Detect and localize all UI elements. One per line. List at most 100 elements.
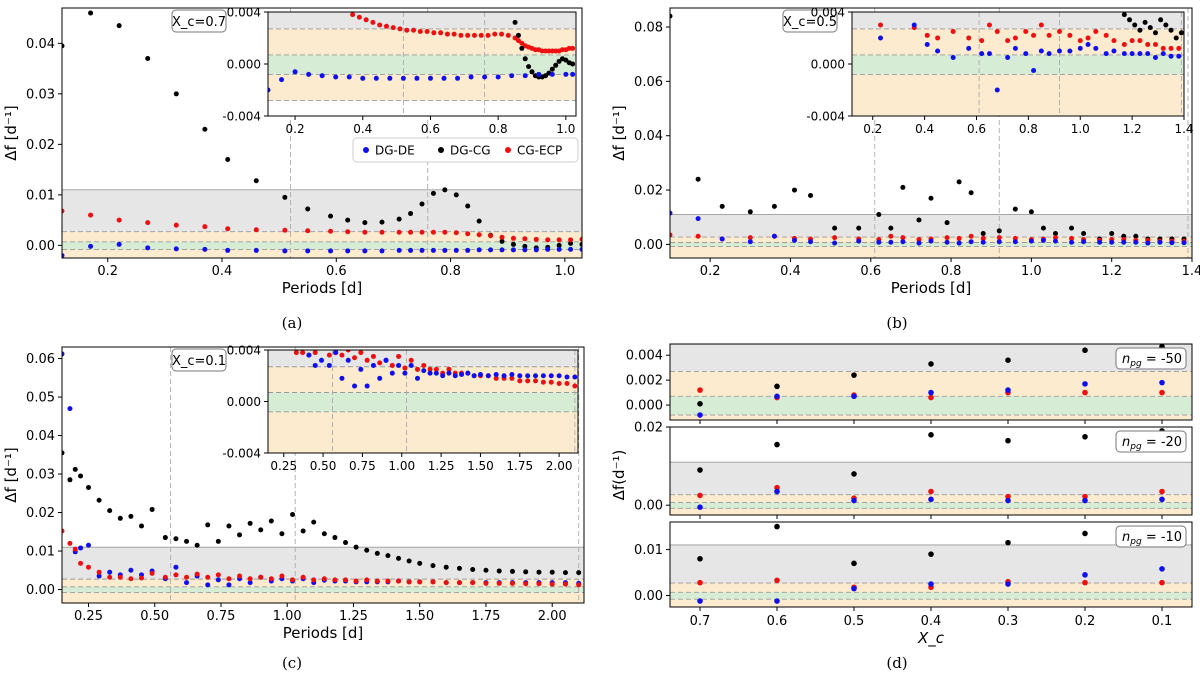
panel-b-xtick-label: 0.6	[860, 264, 881, 279]
panel-d-xtick-label: 0.3	[998, 614, 1019, 629]
panel-b-point-dg-cg	[876, 212, 882, 218]
panel-a-inset-point-dg-cg	[553, 62, 559, 68]
panel-c-point-dg-cg	[343, 540, 349, 546]
panel-a-inset-point-cg-ecp	[377, 22, 383, 28]
panel-c-xtick-label: 0.75	[207, 609, 236, 624]
panel-c-annotation: X_c=0.1	[172, 354, 226, 369]
panel-c-inset-point-dg-de	[525, 373, 531, 379]
panel-c-point-dg-cg	[67, 477, 73, 483]
panel-a-point-cg-ecp	[488, 233, 494, 239]
panel-d-point-cg-ecp	[774, 577, 780, 584]
panel-a-inset-point-dg-de	[441, 75, 447, 81]
panel-c-point-cg-ecp	[496, 580, 502, 586]
panel-d-point-dg-de	[1159, 566, 1165, 572]
panel-d-sub2-plot-area	[670, 427, 1192, 515]
panel-d-point-dg-de	[697, 412, 703, 418]
panel-b-inset-point-cg-ecp	[924, 32, 930, 38]
panel-a-inset-point-dg-de	[346, 74, 352, 80]
panel-b-inset-point-dg-cg	[1127, 17, 1133, 23]
panel-d-xtick-label: 0.2	[1075, 614, 1096, 629]
panel-d-sub2-label-box	[1115, 430, 1187, 453]
panel-c-xtick-label: 1.50	[405, 609, 434, 624]
panel-b-point-dg-cg	[856, 225, 862, 231]
panel-c-point-dg-cg	[443, 564, 449, 570]
panel-c-inset-point-cg-ecp	[370, 353, 376, 359]
panel-b-ylabel: Δf [d⁻¹]	[610, 105, 628, 160]
panel-a-point-dg-de	[62, 252, 65, 258]
panel-c-point-cg-ecp	[62, 528, 65, 534]
panel-c-inset-point-dg-de	[433, 370, 439, 376]
panel-a-inset-point-dg-de	[495, 74, 501, 80]
panel-d-point-dg-de	[774, 393, 780, 400]
panel-b-inset-point-cg-ecp	[1057, 29, 1062, 34]
panel-b-inset-point-cg-ecp	[1012, 35, 1018, 41]
panel-a-ytick-label: 0.00	[26, 239, 55, 254]
panel-b-xtick-label: 0.2	[700, 264, 721, 279]
panel-c-point-cg-ecp	[536, 581, 542, 587]
panel-d-point-dg-cg	[1005, 539, 1011, 546]
panel-b-inset-point-cg-ecp	[1046, 32, 1052, 38]
panel-a-inset-point-cg-ecp	[404, 27, 410, 33]
panel-a-inset-point-dg-de	[522, 73, 528, 79]
panel-c-point-dg-cg	[173, 536, 179, 542]
panel-c-inset-xtick-label: 1.75	[506, 459, 533, 473]
panel-c-inset-point-dg-de	[440, 373, 446, 379]
panel-b-inset-point-dg-de	[1057, 48, 1062, 54]
panel-a-point-dg-de	[476, 247, 482, 253]
panel-b-inset-point-dg-de	[1031, 68, 1037, 73]
panel-c-inset-point-dg-de	[414, 375, 420, 381]
panel-d-label-rest: = -20	[1142, 435, 1182, 450]
panel-a-point-dg-de	[225, 247, 231, 253]
panel-d-point-dg-cg	[1005, 357, 1011, 363]
panel-c-point-dg-de	[78, 545, 84, 551]
panel-d-point-dg-cg	[774, 523, 780, 530]
panel-b-series-dg-cg	[670, 13, 1187, 242]
panel-c-point-cg-ecp	[430, 579, 436, 585]
panel-a-xlabel: Periods [d]	[282, 279, 363, 297]
panel-c-ytick-label: 0.00	[26, 583, 55, 598]
panel-b-point-cg-ecp	[888, 233, 894, 239]
panel-c-point-dg-cg	[470, 567, 476, 573]
panel-b-point-dg-de	[980, 239, 986, 245]
panel-c-point-dg-de	[62, 351, 65, 357]
panel-a-inset-point-cg-ecp	[512, 35, 518, 41]
panel-c-point-cg-ecp	[311, 577, 317, 583]
panel-c-series-cg-ecp	[62, 528, 582, 588]
panel-b-ytick-label: 0.06	[634, 75, 663, 90]
panel-c-inset-point-cg-ecp	[293, 350, 299, 356]
panel-a-inset-point-cg-ecp	[505, 32, 511, 38]
panel-c-point-dg-cg	[96, 497, 102, 503]
panel-b-inset-point-cg-ecp	[966, 35, 972, 41]
panel-a-point-dg-cg	[522, 243, 528, 249]
panel-c-inset-ytick-label: 0.004	[227, 344, 261, 358]
panel-a-point-cg-ecp	[556, 237, 562, 243]
panel-b-point-dg-de	[747, 239, 753, 245]
panel-d-sub3-series-dg-cg	[697, 523, 1165, 567]
panel-a-inset-point-dg-de	[468, 74, 474, 80]
panel-b-point-cg-ecp	[832, 235, 838, 241]
panel-b-point-dg-cg	[1109, 231, 1115, 237]
panel-a-point-cg-ecp	[533, 236, 539, 242]
panel-a-inset-point-cg-ecp	[356, 14, 362, 20]
panel-a-inset-xtick-label: 0.4	[353, 122, 372, 136]
panel-a-inset-point-dg-de	[333, 74, 339, 80]
panel-b-inset-point-dg-de	[1023, 51, 1029, 57]
panel-b-inset-point-dg-cg	[1173, 35, 1179, 41]
panel-c-inset-xtick-label: 1.50	[467, 459, 494, 473]
panel-b-point-dg-de	[1028, 238, 1034, 244]
panel-c-point-dg-cg	[258, 527, 264, 533]
panel-b-inset-point-dg-de	[1152, 55, 1158, 60]
panel-a-inset-xtick-label: 1.0	[556, 122, 575, 136]
panel-d-sub3-label-box	[1115, 525, 1187, 548]
panel-d-point-dg-de	[928, 581, 934, 587]
panel-a-inset-series-dg-de	[268, 69, 576, 93]
panel-c-inset-point-dg-de	[465, 370, 471, 376]
panel-c-inset-point-cg-ecp	[427, 366, 433, 372]
panel-d-point-cg-ecp	[1082, 389, 1088, 396]
panel-c-inset: 0.25 0.50 0.75 1.00 1.25 1.50 1.75 2.00 -0.004 0.…	[222, 344, 579, 473]
legend: DG-DE DG-CG CG-ECP	[352, 137, 579, 163]
panel-b-point-dg-cg	[1069, 225, 1075, 231]
panel-a-inset-point-dg-de	[360, 75, 366, 81]
panel-b-inset-point-cg-ecp	[986, 22, 992, 28]
